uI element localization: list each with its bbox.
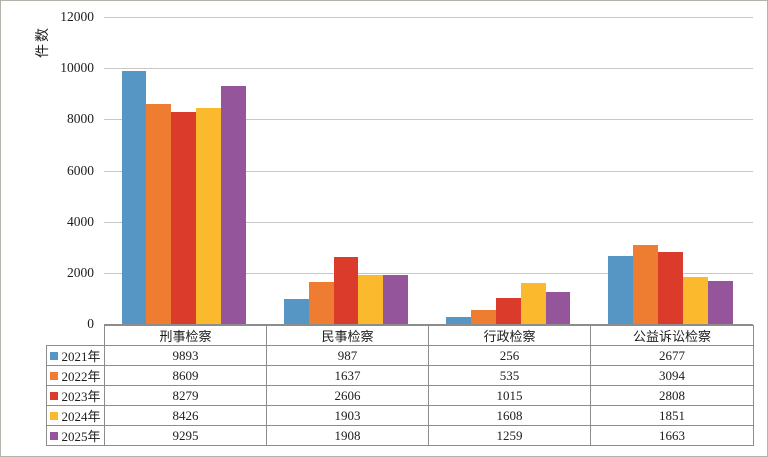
- bar: [308, 282, 334, 324]
- bar: [707, 281, 733, 324]
- bar: [146, 103, 172, 324]
- bar: [196, 108, 222, 324]
- bar: [283, 298, 309, 324]
- table-row: 2024年 8426 1903 1608 1851: [46, 405, 754, 426]
- table-row: 2025年 9295 1908 1259 1663: [46, 425, 754, 446]
- category-header: 行政检察: [428, 325, 591, 346]
- y-axis-tick-label: 10000: [60, 60, 94, 76]
- value-cell: 1259: [428, 425, 591, 446]
- table-row: 2021年 9893 987 256 2677: [46, 345, 754, 366]
- value-cell: 1851: [590, 405, 754, 426]
- y-axis-tick-label: 4000: [67, 213, 94, 229]
- value-cell: 8609: [104, 365, 267, 386]
- y-axis-tick-label: 8000: [67, 111, 94, 127]
- bar: [333, 257, 359, 324]
- gridline: [104, 17, 753, 18]
- y-axis-tick-label: 0: [87, 316, 94, 331]
- value-cell: 1608: [428, 405, 591, 426]
- bar: [520, 282, 546, 324]
- value-cell: 2808: [590, 385, 754, 406]
- bar: [633, 244, 659, 324]
- gridline: [104, 68, 753, 70]
- value-cell: 1903: [266, 405, 429, 426]
- value-cell: 256: [428, 345, 591, 366]
- data-table: 刑事检察 民事检察 行政检察 公益诉讼检察 2021年 9893 987 256 2677 202…: [46, 325, 754, 446]
- value-cell: 1637: [266, 365, 429, 386]
- bar: [171, 112, 197, 324]
- category-header: 公益诉讼检察: [590, 325, 754, 346]
- y-axis-tick-label: 6000: [67, 162, 94, 178]
- y-axis-title: 件数: [36, 26, 51, 58]
- value-cell: 1663: [590, 425, 754, 446]
- legend-cell: 2025年: [46, 425, 105, 446]
- value-cell: 2606: [266, 385, 429, 406]
- bar: [221, 86, 246, 324]
- value-cell: 2677: [590, 345, 754, 366]
- bar: [446, 317, 471, 324]
- series-name: 2025年: [61, 429, 101, 444]
- value-cell: 9893: [104, 345, 267, 366]
- y-axis-tick-label: 2000: [67, 264, 94, 280]
- value-cell: 535: [428, 365, 591, 386]
- bar: [358, 275, 384, 324]
- legend-cell: 2021年: [46, 345, 105, 366]
- series-name: 2021年: [61, 349, 101, 364]
- table-row: 2022年 8609 1637 535 3094: [46, 365, 754, 386]
- value-cell: 3094: [590, 365, 754, 386]
- bar: [121, 70, 147, 324]
- value-cell: 9295: [104, 425, 267, 446]
- category-header: 民事检察: [266, 325, 429, 346]
- value-cell: 1908: [266, 425, 429, 446]
- legend-cell: 2023年: [46, 385, 105, 406]
- series-name: 2022年: [61, 369, 101, 384]
- table-header-row: 刑事检察 民事检察 行政检察 公益诉讼检察: [47, 325, 754, 346]
- legend-swatch-icon: [50, 391, 59, 400]
- gridline: [104, 170, 753, 172]
- value-cell: 8426: [104, 405, 267, 426]
- legend-swatch-icon: [50, 431, 59, 440]
- value-cell: 987: [266, 345, 429, 366]
- gridline: [104, 119, 753, 121]
- legend-swatch-icon: [50, 371, 59, 380]
- series-name: 2024年: [61, 409, 101, 424]
- value-cell: 1015: [428, 385, 591, 406]
- value-cell: 8279: [104, 385, 267, 406]
- plot-area: [104, 17, 753, 325]
- legend-swatch-icon: [50, 411, 59, 420]
- table-row: 2023年 8279 2606 1015 2808: [46, 385, 754, 406]
- bar: [495, 298, 521, 324]
- legend-cell: 2024年: [46, 405, 105, 426]
- series-name: 2023年: [61, 389, 101, 404]
- bar: [608, 255, 634, 324]
- bar: [682, 276, 708, 324]
- y-axis-tick-label: 12000: [60, 9, 94, 24]
- bar: [383, 275, 409, 324]
- category-header: 刑事检察: [104, 325, 267, 346]
- bar: [658, 252, 683, 324]
- bar: [545, 291, 571, 324]
- gridline: [104, 221, 753, 223]
- bar: [470, 310, 496, 324]
- table-corner-cell: [47, 326, 105, 346]
- gridline: [104, 272, 753, 274]
- legend-swatch-icon: [50, 351, 59, 360]
- legend-cell: 2022年: [46, 365, 105, 386]
